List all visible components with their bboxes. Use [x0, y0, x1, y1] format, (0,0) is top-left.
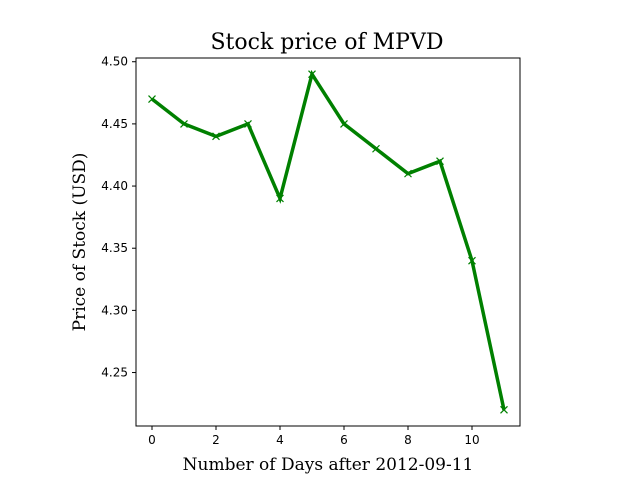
- y-axis-label: Price of Stock (USD): [70, 153, 90, 332]
- data-point-marker: [340, 119, 348, 128]
- data-point-marker: [404, 169, 412, 178]
- plot-area: [135, 57, 521, 427]
- x-tick-label: 8: [404, 433, 412, 447]
- y-axis-ticks: 4.25 4.30 4.35 4.40 4.45 4.50: [101, 55, 136, 380]
- y-tick-label: 4.45: [101, 117, 128, 131]
- data-point-marker: [212, 132, 220, 141]
- x-tick-label: 6: [340, 433, 348, 447]
- data-point-marker: [180, 119, 188, 128]
- y-tick-label: 4.40: [101, 179, 128, 193]
- data-point-marker: [372, 144, 380, 153]
- x-tick-label: 4: [276, 433, 284, 447]
- data-point-marker: [244, 119, 252, 128]
- y-tick-label: 4.30: [101, 303, 128, 317]
- x-tick-label: 2: [212, 433, 220, 447]
- x-axis-label: Number of Days after 2012-09-11: [183, 455, 474, 475]
- data-point-marker: [436, 157, 444, 166]
- data-point-marker: [276, 194, 284, 203]
- x-tick-label: 0: [148, 433, 156, 447]
- data-point-marker: [148, 95, 156, 103]
- series-markers: [148, 70, 508, 414]
- data-point-marker: [468, 256, 476, 265]
- y-tick-label: 4.25: [101, 366, 128, 380]
- chart-title: Stock price of MPVD: [210, 30, 443, 55]
- data-point-marker: [308, 70, 316, 79]
- data-point-marker: [500, 405, 508, 414]
- x-axis-ticks: 0 2 4 6 8 10: [148, 426, 480, 447]
- series-line: [150, 69, 506, 411]
- y-tick-label: 4.50: [101, 55, 128, 69]
- y-tick-label: 4.35: [101, 241, 128, 255]
- x-tick-label: 10: [464, 433, 479, 447]
